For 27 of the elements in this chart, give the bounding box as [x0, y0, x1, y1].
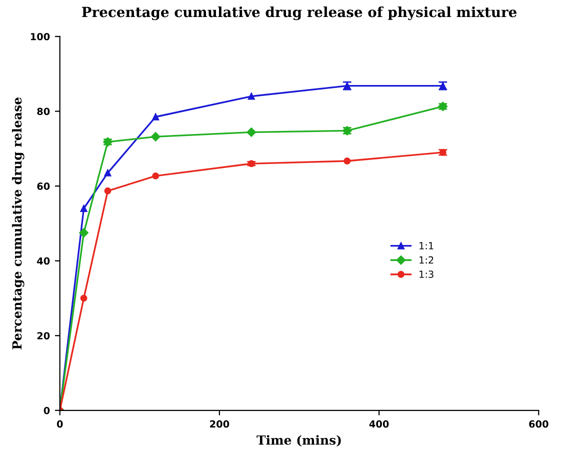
x-tick-label: 600 — [529, 420, 548, 428]
y-tick-label: 40 — [37, 257, 50, 265]
point — [150, 132, 160, 142]
point — [80, 205, 88, 212]
x-tick-label: 400 — [369, 420, 389, 428]
point — [248, 92, 255, 100]
point — [104, 187, 112, 194]
y-tick-label: 80 — [37, 108, 50, 116]
y-tick-label: 0 — [44, 406, 50, 414]
y-tick-label: 60 — [37, 182, 50, 190]
x-axis-title: Time (mins) — [256, 435, 341, 447]
point — [152, 172, 160, 180]
legend-label: 1:1 — [420, 242, 434, 250]
y-tick-label: 20 — [37, 332, 50, 340]
point — [152, 113, 160, 120]
legend-label: 1:2 — [420, 256, 434, 264]
point — [80, 294, 88, 302]
x-tick-label: 200 — [210, 420, 230, 428]
chart-title: Precentage cumulative drug release of physical mixture — [82, 6, 517, 20]
y-axis-title: Percentage cumulative drug release — [12, 98, 24, 350]
point — [344, 158, 351, 164]
y-tick-label: 100 — [30, 32, 50, 40]
x-tick-label: 0 — [56, 420, 63, 428]
point — [246, 128, 256, 137]
point — [104, 169, 112, 176]
point — [79, 228, 88, 238]
legend-label: 1:3 — [420, 270, 434, 278]
